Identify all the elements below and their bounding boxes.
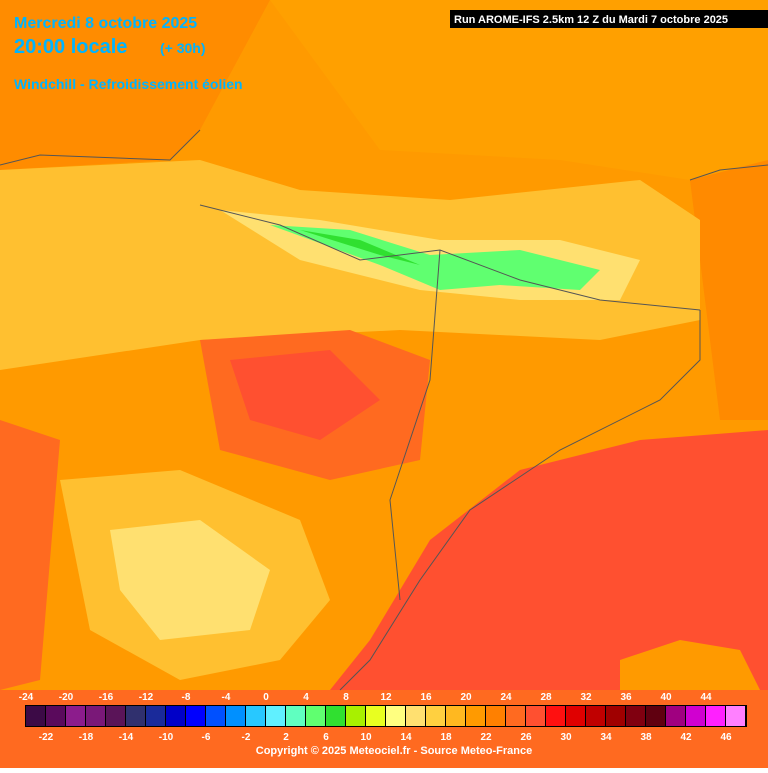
legend-label: 26	[520, 732, 532, 743]
legend-label: -2	[242, 732, 251, 743]
legend-swatch	[446, 706, 465, 726]
legend-label: 18	[440, 732, 452, 743]
run-banner	[450, 10, 768, 28]
legend-swatch	[486, 706, 505, 726]
legend-swatch	[106, 706, 125, 726]
legend-swatch	[166, 706, 185, 726]
legend-swatch	[566, 706, 585, 726]
legend-label: -16	[99, 692, 114, 703]
legend-swatch	[466, 706, 485, 726]
legend-label: 38	[640, 732, 652, 743]
legend-label: 2	[283, 732, 289, 743]
legend-label: 32	[580, 692, 592, 703]
legend-swatch	[546, 706, 565, 726]
legend-swatch	[146, 706, 165, 726]
legend-label: 16	[420, 692, 432, 703]
legend-swatch	[306, 706, 325, 726]
legend-swatch	[506, 706, 525, 726]
legend-swatch	[406, 706, 425, 726]
legend-label: 20	[460, 692, 472, 703]
legend-label: 36	[620, 692, 632, 703]
legend-swatch	[366, 706, 385, 726]
legend-label: -8	[182, 692, 191, 703]
legend-label: 12	[380, 692, 392, 703]
legend-label: 46	[720, 732, 732, 743]
legend-swatch	[246, 706, 265, 726]
legend-swatch	[66, 706, 85, 726]
legend-swatch	[286, 706, 305, 726]
legend-label: 4	[303, 692, 309, 703]
legend-swatch	[46, 706, 65, 726]
legend-swatch	[606, 706, 625, 726]
legend-swatch	[346, 706, 365, 726]
legend-label: 44	[700, 692, 712, 703]
legend-label: -12	[139, 692, 154, 703]
legend-label: -20	[59, 692, 74, 703]
legend-label: -6	[202, 732, 211, 743]
borders	[0, 129, 768, 691]
legend-swatch	[686, 706, 705, 726]
legend-label: -18	[79, 732, 94, 743]
legend-label: 34	[600, 732, 612, 743]
legend-swatch	[206, 706, 225, 726]
legend-label: 22	[480, 732, 492, 743]
legend-label: 42	[680, 732, 692, 743]
legend-swatch	[326, 706, 345, 726]
legend-swatch	[186, 706, 205, 726]
time-label: 20:00 locale	[14, 36, 127, 58]
legend-swatch	[526, 706, 545, 726]
legend-label: 24	[500, 692, 512, 703]
date-label: Mercredi 8 octobre 2025	[14, 15, 197, 32]
legend-label: 40	[660, 692, 672, 703]
legend-label: -24	[19, 692, 34, 703]
legend-swatch	[706, 706, 725, 726]
copyright: Copyright © 2025 Meteociel.fr - Source M…	[256, 745, 532, 757]
legend-label: 30	[560, 732, 572, 743]
legend-label: 14	[400, 732, 412, 743]
legend-label: -14	[119, 732, 134, 743]
legend-swatch	[726, 706, 745, 726]
legend-swatch	[86, 706, 105, 726]
legend-label: 0	[263, 692, 269, 703]
legend-swatch	[226, 706, 245, 726]
legend-label: -22	[39, 732, 54, 743]
legend-swatch	[626, 706, 645, 726]
legend-swatch	[386, 706, 405, 726]
legend-swatch	[26, 706, 45, 726]
legend-swatch	[266, 706, 285, 726]
legend-swatch	[646, 706, 665, 726]
legend-swatch	[586, 706, 605, 726]
legend-label: 28	[540, 692, 552, 703]
run-label: Run AROME-IFS 2.5km 12 Z du Mardi 7 octo…	[454, 14, 728, 26]
color-legend: -24-22-20-18-16-14-12-10-8-6-4-202468101…	[19, 692, 747, 743]
legend-label: 6	[323, 732, 329, 743]
field-label: Windchill - Refroidissement éolien	[14, 76, 243, 92]
legend-swatch	[666, 706, 685, 726]
legend-label: 10	[360, 732, 372, 743]
legend-label: -4	[222, 692, 231, 703]
legend-label: 8	[343, 692, 349, 703]
legend-swatch	[126, 706, 145, 726]
lead-label: (+ 30h)	[160, 40, 206, 56]
legend-label: -10	[159, 732, 174, 743]
legend-swatch	[426, 706, 445, 726]
